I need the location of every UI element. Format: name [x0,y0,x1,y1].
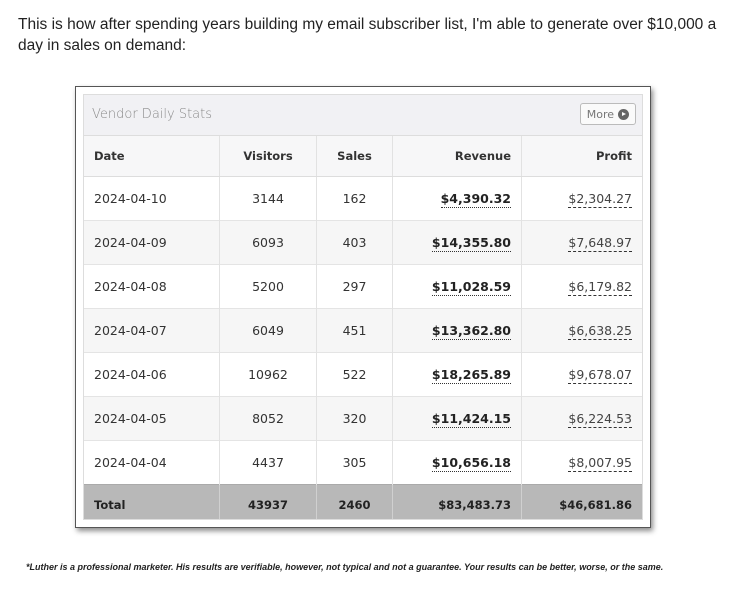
revenue-value[interactable]: $11,424.15 [431,411,511,428]
vendor-stats-panel: Vendor Daily Stats More Date Visitors Sa… [83,94,643,520]
cell-profit: $7,648.97 [521,220,642,265]
cell-profit: $2,304.27 [521,176,642,221]
more-button[interactable]: More [579,103,636,125]
total-sales: 2460 [316,484,393,519]
header-date: Date [84,136,220,177]
header-sales: Sales [316,136,393,177]
cell-sales: 522 [316,352,393,397]
table-row: 2024-04-06 10962 522 $18,265.89 $9,678.0… [84,352,642,397]
cell-date: 2024-04-06 [84,352,220,397]
revenue-value[interactable]: $11,028.59 [431,279,511,296]
more-button-label: More [586,107,614,121]
cell-profit: $8,007.95 [521,440,642,485]
table-row: 2024-04-10 3144 162 $4,390.32 $2,304.27 [84,176,642,221]
cell-date: 2024-04-08 [84,264,220,309]
cell-revenue: $10,656.18 [392,440,522,485]
disclaimer-text: *Luther is a professional marketer. His … [26,562,664,572]
revenue-value[interactable]: $10,656.18 [431,455,511,472]
cell-revenue: $14,355.80 [392,220,522,265]
profit-value[interactable]: $2,304.27 [568,191,632,208]
cell-revenue: $13,362.80 [392,308,522,353]
cell-sales: 305 [316,440,393,485]
cell-revenue: $18,265.89 [392,352,522,397]
intro-text: This is how after spending years buildin… [18,16,717,54]
cell-revenue: $11,028.59 [392,264,522,309]
stats-card: Vendor Daily Stats More Date Visitors Sa… [75,86,651,528]
cell-visitors: 3144 [219,176,317,221]
table-header-row: Date Visitors Sales Revenue Profit [84,136,642,177]
profit-value[interactable]: $6,179.82 [568,279,632,296]
cell-visitors: 6049 [219,308,317,353]
header-profit: Profit [521,136,642,177]
table-row: 2024-04-08 5200 297 $11,028.59 $6,179.82 [84,264,642,309]
cell-date: 2024-04-05 [84,396,220,441]
cell-sales: 403 [316,220,393,265]
header-revenue: Revenue [392,136,522,177]
cell-profit: $6,224.53 [521,396,642,441]
chevron-circle-right-icon [618,108,629,120]
table-row: 2024-04-05 8052 320 $11,424.15 $6,224.53 [84,396,642,441]
cell-sales: 162 [316,176,393,221]
cell-profit: $6,638.25 [521,308,642,353]
panel-header: Vendor Daily Stats More [84,95,642,136]
cell-revenue: $11,424.15 [392,396,522,441]
cell-sales: 297 [316,264,393,309]
cell-visitors: 10962 [219,352,317,397]
profit-value[interactable]: $7,648.97 [568,235,632,252]
cell-visitors: 6093 [219,220,317,265]
cell-date: 2024-04-07 [84,308,220,353]
cell-sales: 451 [316,308,393,353]
profit-value[interactable]: $9,678.07 [568,367,632,384]
profit-value[interactable]: $6,638.25 [568,323,632,340]
table-row: 2024-04-07 6049 451 $13,362.80 $6,638.25 [84,308,642,353]
cell-profit: $9,678.07 [521,352,642,397]
revenue-value[interactable]: $13,362.80 [431,323,511,340]
table-row: 2024-04-04 4437 305 $10,656.18 $8,007.95 [84,440,642,485]
cell-revenue: $4,390.32 [392,176,522,221]
cell-profit: $6,179.82 [521,264,642,309]
total-label: Total [84,484,220,519]
cell-sales: 320 [316,396,393,441]
cell-date: 2024-04-04 [84,440,220,485]
cell-visitors: 5200 [219,264,317,309]
cell-date: 2024-04-09 [84,220,220,265]
table-body: 2024-04-10 3144 162 $4,390.32 $2,304.27 … [84,176,642,485]
revenue-value[interactable]: $18,265.89 [431,367,511,384]
profit-value[interactable]: $6,224.53 [568,411,632,428]
total-visitors: 43937 [219,484,317,519]
total-row: Total 43937 2460 $83,483.73 $46,681.86 [84,484,642,519]
revenue-value[interactable]: $14,355.80 [431,235,511,252]
panel-title: Vendor Daily Stats [92,107,213,122]
profit-value[interactable]: $8,007.95 [568,455,632,472]
cell-date: 2024-04-10 [84,176,220,221]
table-row: 2024-04-09 6093 403 $14,355.80 $7,648.97 [84,220,642,265]
cell-visitors: 8052 [219,396,317,441]
vendor-stats-table: Date Visitors Sales Revenue Profit 2024-… [84,136,642,519]
total-revenue: $83,483.73 [392,484,522,519]
header-visitors: Visitors [219,136,317,177]
revenue-value[interactable]: $4,390.32 [440,191,511,208]
total-profit: $46,681.86 [521,484,642,519]
cell-visitors: 4437 [219,440,317,485]
